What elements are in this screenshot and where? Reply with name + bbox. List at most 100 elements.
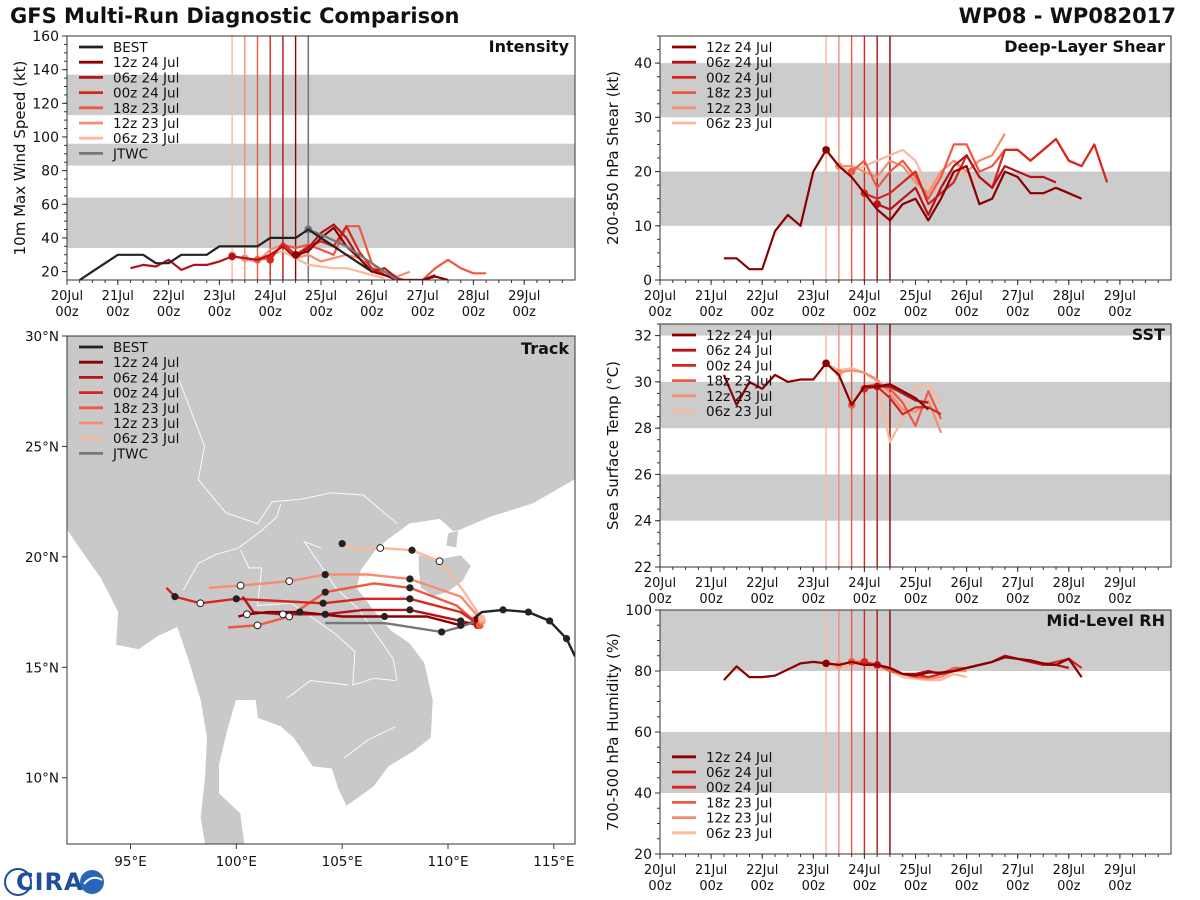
- rh-xtick-label: 00z: [699, 879, 723, 894]
- shear-xtick-label: 20Jul: [644, 289, 676, 304]
- shear-xtick-label: 00z: [904, 305, 928, 320]
- sst-band-0: [660, 474, 1171, 521]
- shear-xtick-label: 00z: [1108, 305, 1132, 320]
- intensity-series-line: [295, 226, 449, 280]
- track-00z-point: [171, 593, 179, 601]
- intensity-ytick-label: 120: [32, 96, 59, 112]
- track-legend-label: 18z 23 Jul: [113, 401, 179, 417]
- shear-xtick-label: 00z: [699, 305, 723, 320]
- rh-xtick-label: 00z: [955, 879, 979, 894]
- intensity-xtick-label: 00z: [259, 305, 283, 320]
- rh-xtick-label: 21Jul: [695, 863, 727, 878]
- track-00z-point: [319, 599, 327, 607]
- sst-ytick-label: 26: [634, 467, 652, 483]
- track-00z-point: [406, 606, 414, 614]
- intensity-xtick-label: 24Jul: [254, 289, 286, 304]
- sst-xtick-label: 00z: [853, 592, 877, 607]
- track-00z-point: [338, 540, 346, 548]
- logo-swoosh: [83, 876, 103, 885]
- intensity-band-1: [67, 143, 575, 166]
- sst-legend-label: 18z 23 Jul: [706, 374, 772, 390]
- sst-band-2: [660, 324, 1171, 336]
- intensity-ytick-label: 20: [41, 265, 59, 281]
- track-ytick-label: 10°N: [25, 771, 59, 787]
- intensity-title: Intensity: [489, 37, 570, 56]
- track-00z-point: [321, 570, 329, 579]
- shear-xtick-label: 26Jul: [950, 289, 982, 304]
- track-line: [208, 573, 483, 622]
- intensity-series-group: [79, 223, 487, 280]
- border-line-5: [286, 680, 349, 699]
- sst-legend-label: 06z 24 Jul: [706, 343, 772, 359]
- shear-xtick-label: 00z: [853, 305, 877, 320]
- track-title: Track: [521, 339, 569, 358]
- rh-legend-label: 12z 23 Jul: [706, 811, 772, 827]
- rh-chart: 2040608010020Jul00z21Jul00z22Jul00z23Jul…: [604, 603, 1172, 894]
- track-ytick-label: 30°N: [25, 329, 59, 345]
- intensity-xtick-label: 00z: [411, 305, 435, 320]
- cira-logo: CIRA: [4, 866, 108, 898]
- intensity-ytick-label: 160: [32, 29, 59, 45]
- sst-series-group: [722, 359, 943, 444]
- land-polygon-2: [445, 529, 460, 549]
- intensity-xtick-label: 21Jul: [102, 289, 134, 304]
- intensity-xtick-label: 20Jul: [51, 289, 83, 304]
- sst-xtick-label: 21Jul: [695, 576, 727, 591]
- rh-ytick-label: 60: [634, 725, 652, 741]
- sst-xtick-label: 00z: [1006, 592, 1030, 607]
- rh-xtick-label: 00z: [1057, 879, 1081, 894]
- rh-ytick-label: 80: [634, 664, 652, 680]
- intensity-ytick-label: 100: [32, 130, 59, 146]
- shear-xtick-label: 00z: [802, 305, 826, 320]
- track-12z-point: [279, 610, 287, 619]
- track-ytick-label: 25°N: [25, 439, 59, 455]
- rh-band-1: [660, 610, 1171, 671]
- sst-xtick-label: 26Jul: [950, 576, 982, 591]
- rh-ytick-label: 100: [625, 603, 652, 619]
- track-00z-point: [438, 628, 446, 636]
- sst-ytick-label: 28: [634, 421, 652, 437]
- rh-series-group: [723, 654, 1083, 682]
- border-line-1: [238, 503, 282, 549]
- track-chart: 10°N 15°N 20°N 25°N 30°N 95°E 100°E 105°E 110°E 1…: [25, 329, 576, 870]
- track-00z-point: [380, 612, 389, 621]
- rh-xtick-label: 00z: [802, 879, 826, 894]
- track-line: [472, 608, 575, 657]
- rh-title: Mid-Level RH: [1046, 611, 1165, 630]
- track-12z-point: [285, 612, 294, 621]
- sst-xtick-label: 00z: [1108, 592, 1132, 607]
- track-xtick-label: 105°E: [322, 854, 363, 870]
- shear-xtick-label: 25Jul: [899, 289, 931, 304]
- shear-ytick-label: 0: [643, 273, 652, 289]
- shear-series-line: [876, 154, 1057, 216]
- intensity-xtick-label: 00z: [513, 305, 537, 320]
- shear-ytick-label: 20: [634, 165, 652, 181]
- sst-title: SST: [1132, 325, 1165, 344]
- sst-legend-label: 12z 23 Jul: [706, 389, 772, 405]
- track-00z-point: [408, 546, 416, 554]
- intensity-legend-label: BEST: [113, 40, 148, 56]
- intensity-ytick-label: 40: [41, 231, 59, 247]
- shear-xtick-label: 23Jul: [797, 289, 829, 304]
- sst-xtick-label: 00z: [955, 592, 979, 607]
- track-12z-point: [243, 610, 251, 619]
- shear-ylabel: 200-850 hPa Shear (kt): [604, 71, 622, 245]
- shear-ytick-label: 40: [634, 56, 652, 72]
- track-00z-point: [457, 617, 465, 625]
- sst-chart: 22242628303220Jul00z21Jul00z22Jul00z23Ju…: [604, 323, 1172, 607]
- track-00z-point: [296, 608, 304, 616]
- rh-xtick-label: 00z: [904, 879, 928, 894]
- intensity-init-point: [291, 250, 300, 259]
- shear-legend-label: 06z 23 Jul: [706, 116, 772, 132]
- rh-xtick-label: 28Jul: [1053, 863, 1085, 878]
- track-12z-point: [376, 544, 385, 552]
- track-legend-label: BEST: [113, 340, 148, 356]
- sst-xtick-label: 00z: [648, 592, 672, 607]
- track-12z-point: [236, 581, 245, 590]
- sst-xtick-label: 00z: [904, 592, 928, 607]
- intensity-init-point: [266, 256, 275, 264]
- track-00z-point: [406, 584, 414, 592]
- rh-legend-label: 06z 23 Jul: [706, 826, 772, 842]
- intensity-xtick-label: 27Jul: [406, 289, 438, 304]
- rh-xtick-label: 00z: [1006, 879, 1030, 894]
